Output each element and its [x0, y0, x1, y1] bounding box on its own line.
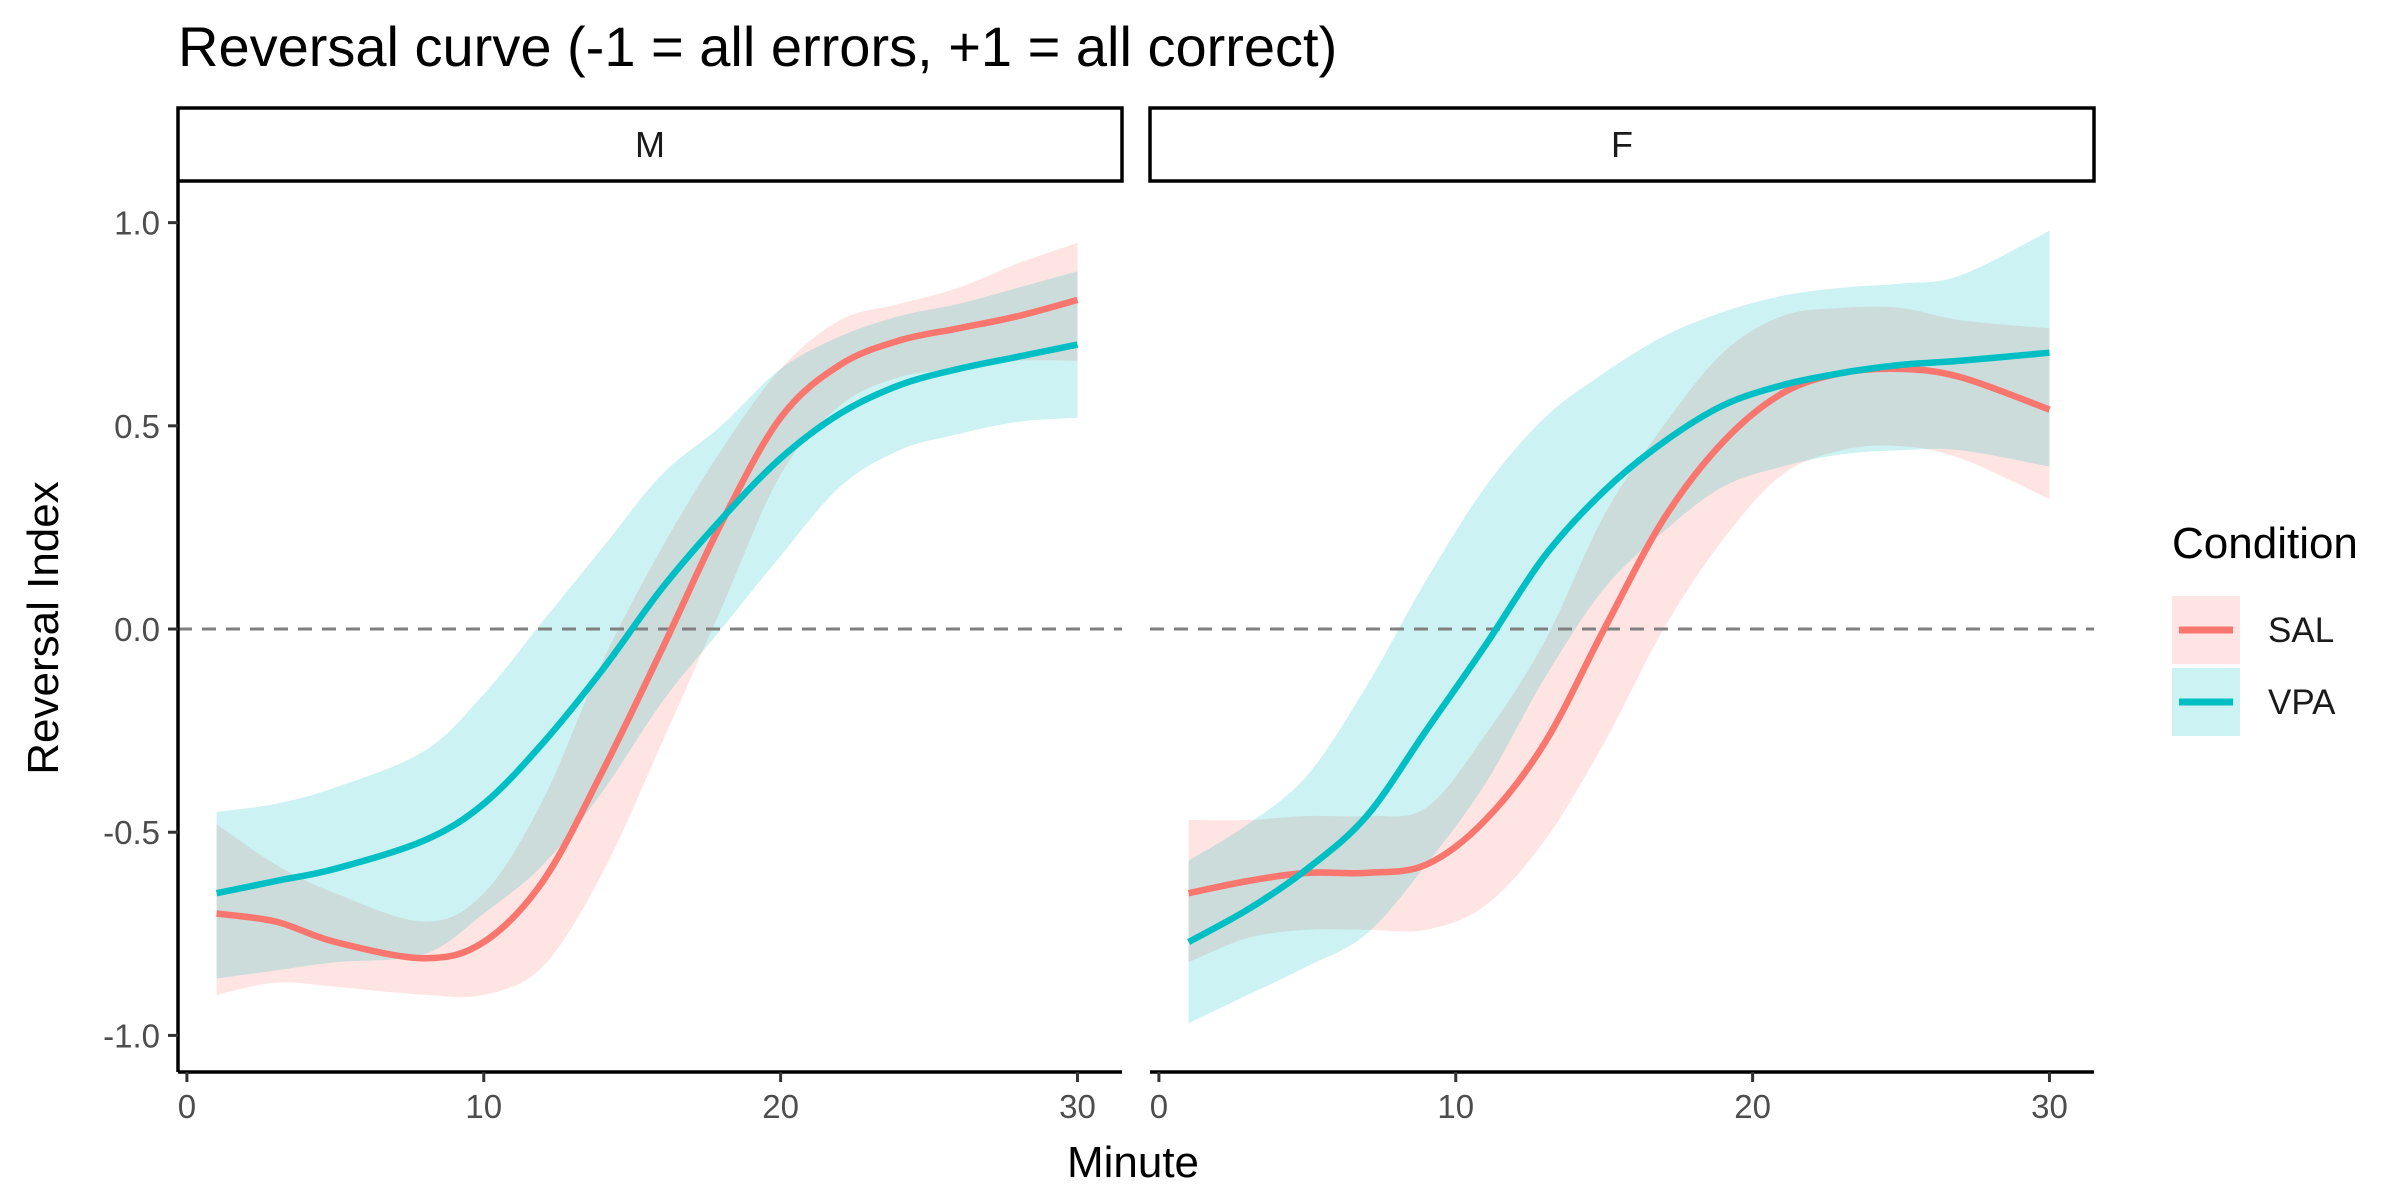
legend: Condition SAL VPA — [2172, 519, 2358, 736]
x-tick-label: 30 — [1059, 1088, 1096, 1125]
confidence-band-sal — [1188, 306, 2050, 963]
x-tick-label: 0 — [1150, 1088, 1168, 1125]
confidence-band-sal — [216, 243, 1078, 998]
y-tick-label: 0.0 — [114, 611, 160, 648]
y-tick-label: -0.5 — [103, 814, 160, 851]
series-line-vpa — [1187, 349, 2050, 945]
confidence-band-vpa — [1188, 230, 2050, 1024]
x-tick-label: 20 — [762, 1088, 799, 1125]
facet-strip — [1148, 106, 2096, 183]
facet-strip-label: F — [1611, 124, 1633, 165]
y-tick-label: 0.5 — [114, 408, 160, 445]
confidence-band-vpa — [216, 271, 1078, 979]
y-tick-label: -1.0 — [103, 1017, 160, 1054]
legend-label: SAL — [2268, 611, 2334, 650]
x-tick-label: 30 — [2031, 1088, 2068, 1125]
facet-panels: M 0 10 20 30 -1.0 -0.5 0.0 0.5 1.0 F 0 10 20 30 — [103, 106, 2096, 1125]
x-tick-label: 20 — [1734, 1088, 1771, 1125]
facet-strip-label: M — [635, 124, 665, 165]
x-tick-label: 10 — [1437, 1088, 1474, 1125]
facet-strip — [176, 106, 1124, 183]
x-axis-title: Minute — [1067, 1138, 1199, 1187]
facet-panel-f: F 0 10 20 30 — [1148, 106, 2096, 1125]
legend-label: VPA — [2268, 683, 2336, 722]
chart-title: Reversal curve (-1 = all errors, +1 = al… — [178, 15, 1337, 78]
legend-item-sal: SAL — [2172, 596, 2334, 664]
series-line-vpa — [215, 341, 1079, 897]
legend-item-vpa: VPA — [2172, 668, 2336, 736]
y-tick-label: 1.0 — [114, 205, 160, 242]
x-tick-label: 0 — [178, 1088, 196, 1125]
facet-panel-m: M 0 10 20 30 -1.0 -0.5 0.0 0.5 1.0 — [103, 106, 1124, 1125]
series-line-sal — [216, 296, 1079, 962]
y-axis-title: Reversal Index — [19, 481, 68, 774]
legend-title: Condition — [2172, 519, 2358, 568]
x-tick-label: 10 — [465, 1088, 502, 1125]
